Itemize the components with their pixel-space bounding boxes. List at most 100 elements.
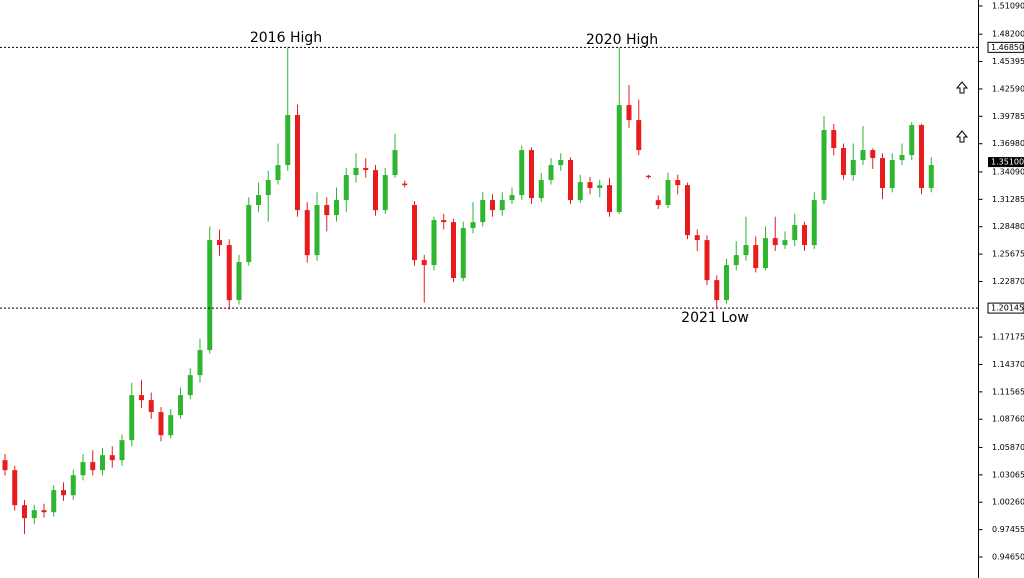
candle-body xyxy=(802,225,807,246)
candle-body xyxy=(841,148,846,176)
candle-body xyxy=(519,150,525,196)
candle-body xyxy=(636,120,642,151)
candle-body xyxy=(12,470,18,506)
candle-body xyxy=(548,165,554,181)
candle-body xyxy=(568,160,573,201)
candle-body xyxy=(392,150,398,176)
y-tick-label: 1.51090 xyxy=(992,1,1024,10)
annotation: 2021 Low xyxy=(681,310,749,326)
candle-body xyxy=(509,195,515,201)
y-tick-label: 1.42590 xyxy=(992,84,1024,93)
candle-body xyxy=(304,210,310,256)
candle-body xyxy=(616,105,622,213)
candle-body xyxy=(665,180,671,206)
candle-body xyxy=(285,115,291,166)
y-tick-label: 1.03065 xyxy=(992,470,1024,479)
candle-body xyxy=(480,200,486,223)
candle-body xyxy=(607,185,612,213)
current-price-box xyxy=(988,157,1024,168)
candle-body xyxy=(724,265,729,301)
candle-body xyxy=(207,240,213,351)
candle-body xyxy=(733,255,739,266)
candle-body xyxy=(139,395,144,401)
candle-body xyxy=(178,395,183,416)
annotation: 2016 High xyxy=(250,30,322,46)
candle-body xyxy=(597,185,603,189)
candle-body xyxy=(538,180,544,199)
candle-body xyxy=(850,160,856,176)
candle-body xyxy=(763,238,768,269)
up-arrow-icon xyxy=(955,81,969,94)
candle-body xyxy=(2,460,8,471)
candle-body xyxy=(334,200,339,216)
candle-body xyxy=(265,180,271,196)
candle-body xyxy=(80,462,86,476)
candle-body xyxy=(928,165,934,189)
level-label: 1.46850 xyxy=(991,43,1024,52)
y-tick-label: 0.97455 xyxy=(992,525,1024,534)
candle-body xyxy=(158,412,164,436)
y-tick-label: 1.39785 xyxy=(992,112,1024,121)
y-tick-label: 1.34090 xyxy=(992,167,1024,176)
up-arrow-icon xyxy=(955,130,969,143)
annotation: 2020 High xyxy=(586,32,658,48)
candle-body xyxy=(831,130,837,149)
candle-body xyxy=(694,235,700,241)
y-tick-label: 1.25675 xyxy=(992,250,1024,259)
y-tick-label: 1.45395 xyxy=(992,57,1024,66)
candle-body xyxy=(772,238,778,246)
current-price-label: 1.35100 xyxy=(991,158,1024,167)
level-label-box xyxy=(987,41,1024,53)
candle-body xyxy=(714,280,720,301)
candle-body xyxy=(470,222,476,229)
candle-body xyxy=(197,350,203,376)
candle-body xyxy=(811,200,817,246)
candle-body xyxy=(41,510,47,513)
y-tick-label: 1.36980 xyxy=(992,139,1024,148)
candle-body xyxy=(782,240,788,246)
candle-body xyxy=(148,400,154,413)
candle-body xyxy=(236,262,242,301)
candle-body xyxy=(451,222,456,279)
candle-body xyxy=(353,168,359,176)
candle-body xyxy=(655,200,661,206)
candle-body xyxy=(51,490,57,513)
candle-body xyxy=(821,130,827,201)
candle-body xyxy=(402,183,408,186)
y-tick-label: 1.31285 xyxy=(992,195,1024,204)
candle-body xyxy=(499,200,505,211)
candle-body xyxy=(382,175,388,211)
candle-body xyxy=(577,182,583,201)
candle-body xyxy=(314,205,320,256)
candle-body xyxy=(295,115,300,211)
candle-body xyxy=(100,455,105,471)
candle-body xyxy=(119,440,125,461)
y-tick-label: 1.11565 xyxy=(992,387,1024,396)
y-tick-label: 0.94650 xyxy=(992,553,1024,562)
candle-body xyxy=(880,158,885,189)
candle-body xyxy=(217,240,222,246)
y-tick-label: 1.22870 xyxy=(992,277,1024,286)
y-tick-label: 1.28480 xyxy=(992,222,1024,231)
candle-body xyxy=(31,510,37,519)
candle-body xyxy=(460,228,466,279)
candle-body xyxy=(675,180,681,186)
candle-body xyxy=(61,490,66,496)
candle-body xyxy=(587,182,593,189)
candle-body xyxy=(704,240,710,281)
level-label: 1.20145 xyxy=(991,304,1024,313)
candle-body xyxy=(753,245,759,269)
candle-body xyxy=(558,160,564,166)
candle-body xyxy=(168,415,174,436)
candle-body xyxy=(373,170,378,211)
candle-body xyxy=(256,195,261,206)
candle-body xyxy=(860,150,866,161)
candle-body xyxy=(421,260,427,266)
candle-body xyxy=(129,395,135,441)
candle-body xyxy=(246,205,252,263)
candle-body xyxy=(324,205,330,216)
y-tick-label: 1.08760 xyxy=(992,415,1024,424)
candle-body xyxy=(490,200,495,211)
